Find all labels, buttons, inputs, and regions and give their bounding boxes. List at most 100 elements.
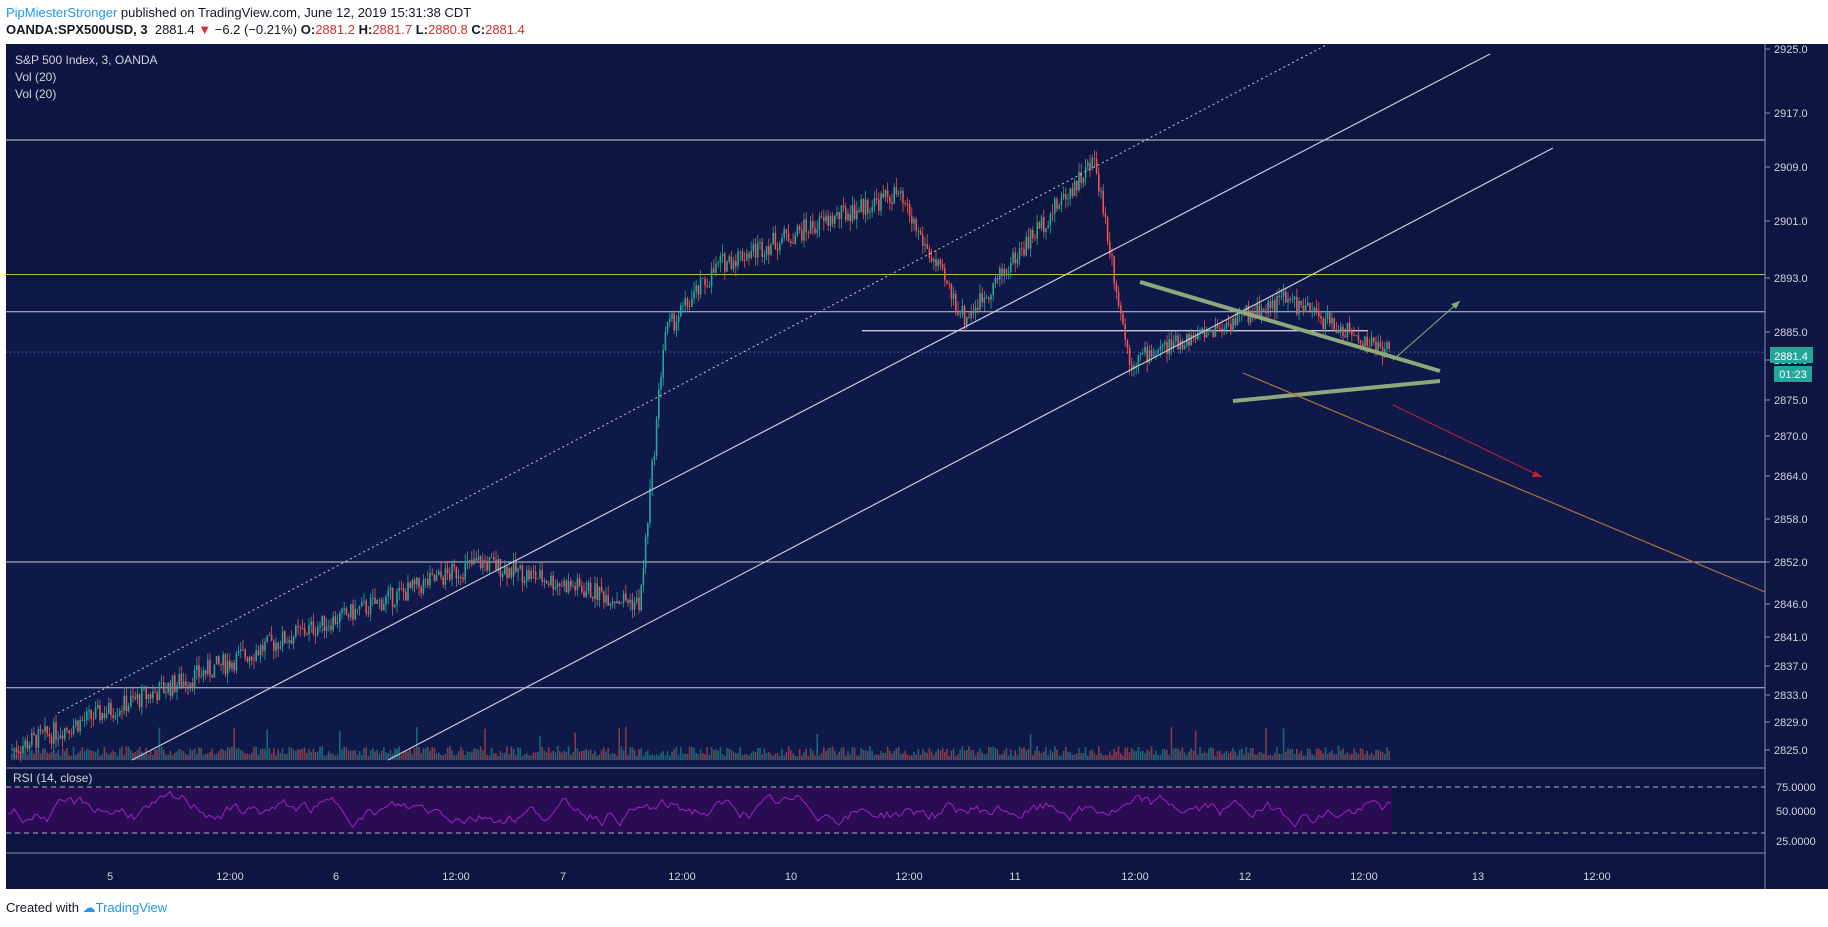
volume-bar <box>154 749 156 760</box>
candle-body <box>116 714 119 717</box>
volume-bar <box>290 747 293 760</box>
volume-bar <box>741 755 744 760</box>
candle-body <box>1302 305 1305 312</box>
candle-body <box>143 688 145 690</box>
volume-bar <box>1311 754 1313 760</box>
price-tick-label: 2925.0 <box>1774 44 1808 56</box>
candle-body <box>994 278 997 284</box>
volume-bar <box>37 751 40 760</box>
volume-bar <box>1155 750 1157 760</box>
volume-bar <box>323 755 326 760</box>
candle-body <box>785 229 788 234</box>
candle-body <box>306 633 308 635</box>
volume-bar <box>776 753 779 760</box>
volume-bar <box>882 752 884 760</box>
volume-bar <box>957 753 959 760</box>
volume-bar <box>367 755 370 760</box>
candle-body <box>985 297 988 299</box>
candle-body <box>827 215 829 226</box>
volume-bar <box>53 750 55 760</box>
candle-body <box>1203 328 1206 338</box>
volume-bar <box>838 751 840 760</box>
candle-body <box>589 582 592 598</box>
drawings <box>57 43 1766 761</box>
candle-body <box>572 585 574 587</box>
candle-body <box>482 560 484 569</box>
volume-bar <box>281 748 284 760</box>
candle-body <box>625 593 627 601</box>
volume-bar <box>204 753 207 760</box>
candle-body <box>1190 334 1192 346</box>
candle-body <box>387 590 389 597</box>
candle-body <box>495 559 497 570</box>
volume-bar <box>462 750 464 760</box>
candle-body <box>1093 158 1096 159</box>
candle-body <box>677 316 680 322</box>
volume-bar <box>64 751 66 760</box>
candle-body <box>1142 352 1144 354</box>
candle-body <box>851 204 854 222</box>
candle-body <box>1175 335 1177 342</box>
volume-bar <box>675 747 678 760</box>
volume-bar <box>488 755 491 760</box>
candle-body <box>1315 307 1318 311</box>
candle-body <box>345 608 348 615</box>
candle-body <box>308 625 310 635</box>
candle-body <box>325 626 328 631</box>
candle-body <box>424 579 427 581</box>
volume-bar <box>688 746 691 760</box>
candle-body <box>204 670 207 675</box>
volume-bar <box>438 752 440 760</box>
volume-bar <box>1236 755 1239 760</box>
candle-body <box>834 215 836 224</box>
volume-bar <box>86 748 88 760</box>
volume-bar <box>528 755 530 760</box>
candle-body <box>1111 254 1113 257</box>
author-link[interactable]: PipMiesterStronger <box>6 5 118 20</box>
volume-bar <box>1003 750 1005 760</box>
volume-bar <box>891 753 893 760</box>
volume-bar <box>682 754 684 760</box>
candle-body <box>684 298 686 306</box>
volume-bar <box>1258 751 1261 760</box>
candle-body <box>352 604 354 620</box>
candle-body <box>24 740 26 746</box>
candle-body <box>1069 188 1071 199</box>
volume-bar <box>1302 755 1305 760</box>
candle-body <box>136 694 139 700</box>
candle-body <box>1135 364 1137 366</box>
volume-bar <box>1364 753 1366 760</box>
candle-body <box>1146 346 1148 363</box>
candle-body <box>358 606 361 609</box>
candles <box>11 150 1390 762</box>
candle-body <box>1373 337 1375 342</box>
tradingview-logo-icon[interactable]: ☁ <box>82 900 96 915</box>
volume-bar <box>717 750 719 760</box>
volume-bar <box>561 752 563 760</box>
volume-bar <box>1320 750 1322 760</box>
volume-bar <box>1194 730 1197 760</box>
volume-bar <box>772 755 774 760</box>
candle-body <box>468 559 471 562</box>
volume-bar <box>878 754 880 760</box>
candle-body <box>1326 312 1329 320</box>
volume-bar <box>99 755 101 760</box>
candle-body <box>279 646 282 649</box>
volume-bar <box>176 751 178 760</box>
volume-bar <box>614 753 616 760</box>
volume-bar <box>684 753 686 760</box>
candle-body <box>662 350 664 378</box>
candle-body <box>721 253 724 256</box>
volume-bar <box>1069 752 1071 760</box>
candle-body <box>1331 318 1333 324</box>
volume-bar <box>361 754 363 760</box>
volume-bar <box>706 747 708 760</box>
footer-brand[interactable]: TradingView <box>95 900 168 915</box>
volume-bar <box>543 750 546 760</box>
volume-bar <box>1348 754 1351 760</box>
candle-body <box>347 614 350 618</box>
red-arrow-head <box>1532 471 1542 477</box>
green-arrow-head <box>1451 301 1460 309</box>
symbol-label: OANDA:SPX500USD, 3 <box>6 22 148 37</box>
